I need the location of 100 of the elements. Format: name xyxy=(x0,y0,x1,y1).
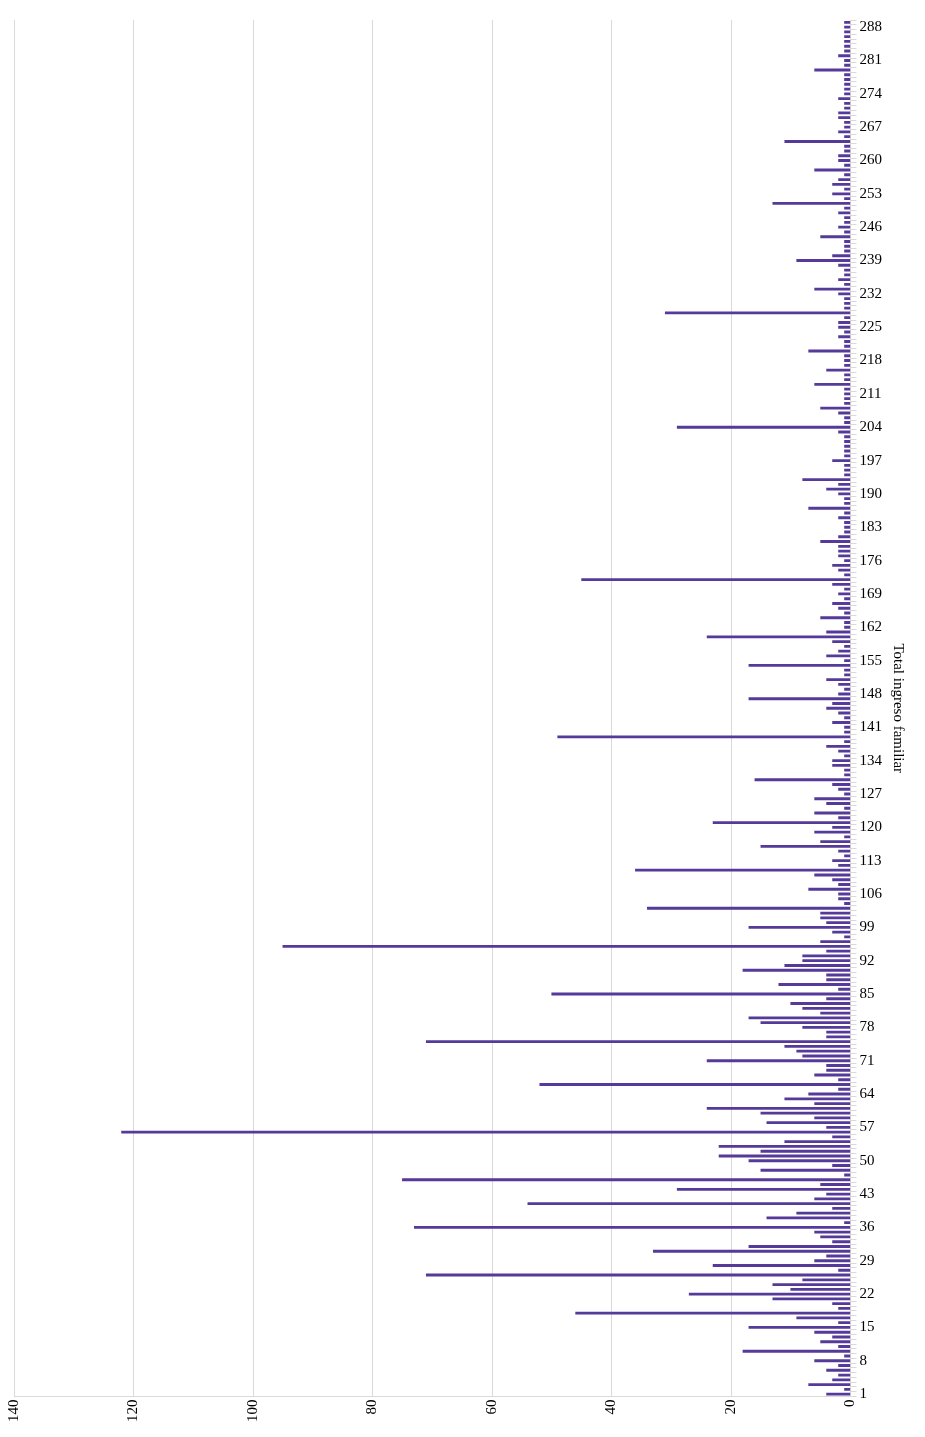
y-tick-label: 92 xyxy=(859,951,875,968)
bar xyxy=(838,116,851,120)
bar xyxy=(688,1292,851,1296)
bar xyxy=(802,959,851,963)
bar xyxy=(742,968,851,972)
bar xyxy=(748,1326,851,1329)
bar xyxy=(802,1006,851,1010)
bar xyxy=(826,1392,851,1396)
bar xyxy=(844,216,851,220)
bar xyxy=(706,635,851,639)
bar xyxy=(838,111,851,115)
bar xyxy=(826,997,851,1001)
bar xyxy=(802,1278,851,1282)
bar xyxy=(760,1168,851,1172)
bar xyxy=(832,721,851,724)
bar xyxy=(838,335,851,339)
bar xyxy=(844,197,851,201)
bar xyxy=(748,1159,851,1163)
bar xyxy=(838,178,851,181)
bar xyxy=(832,582,851,586)
bar xyxy=(844,806,851,810)
bar xyxy=(844,525,851,529)
y-tick-label: 155 xyxy=(859,651,882,668)
bar xyxy=(706,1059,851,1063)
bar xyxy=(832,1206,851,1210)
bar xyxy=(826,678,851,682)
bar xyxy=(832,930,851,934)
x-tick-label: 60 xyxy=(482,1399,499,1415)
bar xyxy=(712,821,851,824)
bar xyxy=(766,1216,851,1220)
bar xyxy=(796,1049,851,1053)
bar xyxy=(820,840,851,844)
bar xyxy=(814,830,851,834)
bar xyxy=(844,673,851,677)
y-tick-label: 288 xyxy=(859,18,882,35)
bar xyxy=(844,716,851,720)
bar xyxy=(814,1359,851,1363)
y-tick-label: 267 xyxy=(859,118,883,135)
bar xyxy=(844,725,851,729)
x-tick-label: 80 xyxy=(363,1399,380,1415)
bar xyxy=(844,35,851,39)
bar xyxy=(838,683,851,686)
bar xyxy=(844,1221,851,1225)
y-tick-label: 22 xyxy=(859,1285,875,1302)
y-tick-label: 274 xyxy=(859,84,883,101)
bar xyxy=(814,797,851,801)
bar xyxy=(838,749,851,753)
bar xyxy=(838,54,851,58)
bar xyxy=(844,44,851,48)
bar xyxy=(832,254,851,258)
bar xyxy=(826,1125,851,1129)
bar xyxy=(754,778,851,782)
y-tick-label: 106 xyxy=(859,884,883,901)
y-tick-label: 120 xyxy=(859,818,882,835)
y-tick-label: 183 xyxy=(859,518,882,535)
y-tick-label: 57 xyxy=(859,1118,875,1135)
bar xyxy=(838,263,851,267)
bar xyxy=(826,487,851,491)
bar xyxy=(784,1097,851,1101)
y-tick-label: 71 xyxy=(859,1051,875,1068)
bar xyxy=(844,468,851,472)
bar xyxy=(844,416,851,420)
y-tick-label: 260 xyxy=(859,151,882,168)
bar xyxy=(844,316,851,320)
bar xyxy=(844,59,851,62)
bar xyxy=(844,354,851,358)
bar xyxy=(844,40,851,43)
bar xyxy=(844,273,851,277)
bar xyxy=(802,478,851,482)
bar xyxy=(844,125,851,129)
bar xyxy=(844,163,851,167)
y-tick-label: 50 xyxy=(859,1151,875,1168)
bar xyxy=(844,359,851,362)
bar xyxy=(838,568,851,572)
y-tick-label: 29 xyxy=(859,1251,875,1268)
bar xyxy=(844,240,851,243)
bar xyxy=(826,368,851,372)
bar xyxy=(784,964,851,967)
bar xyxy=(784,140,851,143)
x-tick-label: 0 xyxy=(841,1399,858,1407)
bar xyxy=(838,897,851,901)
bar xyxy=(838,787,851,791)
bar xyxy=(425,1040,851,1044)
bar xyxy=(844,63,851,67)
bar xyxy=(844,173,851,177)
bar xyxy=(838,816,851,820)
bar xyxy=(838,1345,851,1348)
bar xyxy=(844,687,851,691)
bar xyxy=(802,1025,851,1029)
bar xyxy=(826,921,851,925)
y-tick-label: 134 xyxy=(859,751,883,768)
bar xyxy=(838,1268,851,1272)
bar xyxy=(676,1187,851,1191)
bar xyxy=(527,1202,851,1206)
bar xyxy=(844,25,851,29)
bar xyxy=(844,363,851,367)
bar xyxy=(838,849,851,853)
bar xyxy=(838,325,851,329)
bar xyxy=(581,578,851,582)
bar xyxy=(826,1030,851,1034)
